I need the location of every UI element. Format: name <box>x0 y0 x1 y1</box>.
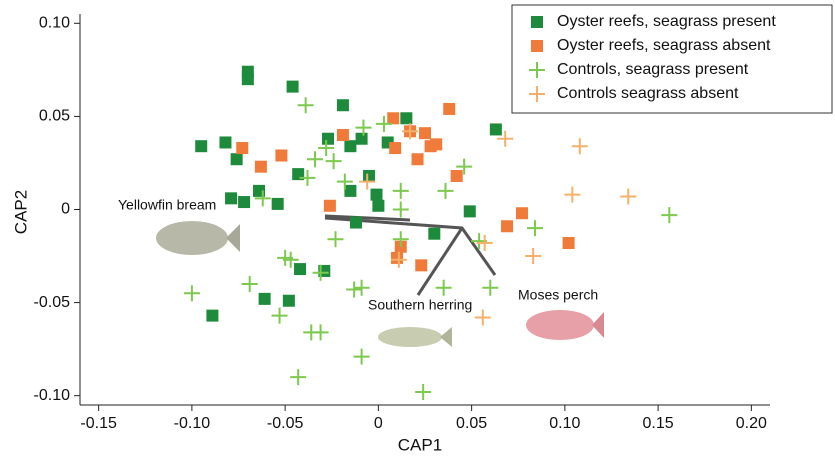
point <box>350 217 362 229</box>
point <box>391 252 403 264</box>
point <box>428 228 440 240</box>
point <box>327 231 343 247</box>
point <box>184 285 200 301</box>
point <box>294 263 306 275</box>
point <box>436 280 452 296</box>
x-axis-title: CAP1 <box>398 435 442 454</box>
point <box>324 200 336 212</box>
point <box>298 97 314 113</box>
point <box>393 183 409 199</box>
y-tick-label: 0.05 <box>39 108 70 125</box>
point <box>354 280 370 296</box>
point <box>516 207 528 219</box>
point <box>346 282 362 298</box>
fish-icon <box>526 310 594 340</box>
point <box>337 129 349 141</box>
point <box>272 198 284 210</box>
point <box>231 153 243 165</box>
point <box>236 142 248 154</box>
point <box>219 136 231 148</box>
legend-label: Oyster reefs, seagrass absent <box>557 37 771 54</box>
point <box>400 112 412 124</box>
point <box>393 202 409 218</box>
point <box>415 384 431 400</box>
y-axis-title: CAP2 <box>11 190 30 234</box>
y-tick-label: -0.10 <box>34 387 71 404</box>
point <box>344 185 356 197</box>
x-tick-label: 0.15 <box>643 415 674 432</box>
point <box>255 161 267 173</box>
annotation: Yellowfin bream <box>118 197 216 213</box>
fish-icon <box>440 327 452 347</box>
point <box>501 220 513 232</box>
point <box>490 123 502 135</box>
point <box>322 133 334 145</box>
annotation: Moses perch <box>518 287 598 303</box>
fish-icon <box>592 312 604 338</box>
legend-label: Controls seagrass absent <box>557 85 739 102</box>
point <box>242 276 258 292</box>
point <box>572 138 588 154</box>
point <box>259 293 271 305</box>
annotation: Southern herring <box>368 297 472 313</box>
point <box>620 188 636 204</box>
point <box>451 170 463 182</box>
point <box>225 192 237 204</box>
point <box>275 150 287 162</box>
point <box>344 140 356 152</box>
x-tick-label: 0.05 <box>456 415 487 432</box>
fish-icon <box>226 224 240 252</box>
legend-label: Oyster reefs, seagrass present <box>557 13 776 30</box>
point <box>527 220 543 236</box>
point <box>482 280 498 296</box>
chart: CAP1 CAP2 Yellowfin bream Southern herri… <box>0 0 835 459</box>
x-tick-label: 0.10 <box>549 415 580 432</box>
point <box>419 127 431 139</box>
point <box>337 99 349 111</box>
point <box>661 207 677 223</box>
point <box>238 196 250 208</box>
y-tick-label: -0.05 <box>34 294 71 311</box>
x-tick-label: 0 <box>374 415 383 432</box>
point <box>195 140 207 152</box>
point <box>563 237 575 249</box>
point <box>389 142 401 154</box>
x-tick-label: -0.05 <box>267 415 304 432</box>
point <box>430 138 442 150</box>
point <box>356 133 368 145</box>
x-tick-label: -0.15 <box>80 415 117 432</box>
point <box>354 349 370 365</box>
point <box>443 103 455 115</box>
x-tick-label: -0.10 <box>174 415 211 432</box>
point <box>387 112 399 124</box>
fish-icons <box>156 221 604 347</box>
legend-label: Controls, seagrass present <box>557 61 749 78</box>
legend-marker <box>531 16 543 28</box>
point <box>307 151 323 167</box>
legend-marker <box>531 40 543 52</box>
point <box>412 153 424 165</box>
point <box>272 308 288 324</box>
point <box>525 248 541 264</box>
point <box>363 170 375 182</box>
point <box>206 310 218 322</box>
point <box>242 73 254 85</box>
fish-icon <box>378 327 442 347</box>
point <box>290 369 306 385</box>
point <box>415 259 427 271</box>
point <box>464 205 476 217</box>
point <box>371 189 383 201</box>
point <box>475 309 491 325</box>
point <box>287 81 299 93</box>
point <box>283 295 295 307</box>
point <box>564 187 580 203</box>
x-tick-label: 0.20 <box>736 415 767 432</box>
y-tick-label: 0.10 <box>39 15 70 32</box>
y-tick-label: 0 <box>61 201 70 218</box>
point <box>326 153 342 169</box>
point <box>438 183 454 199</box>
point <box>372 200 384 212</box>
fish-icon <box>156 221 228 255</box>
point <box>313 324 329 340</box>
